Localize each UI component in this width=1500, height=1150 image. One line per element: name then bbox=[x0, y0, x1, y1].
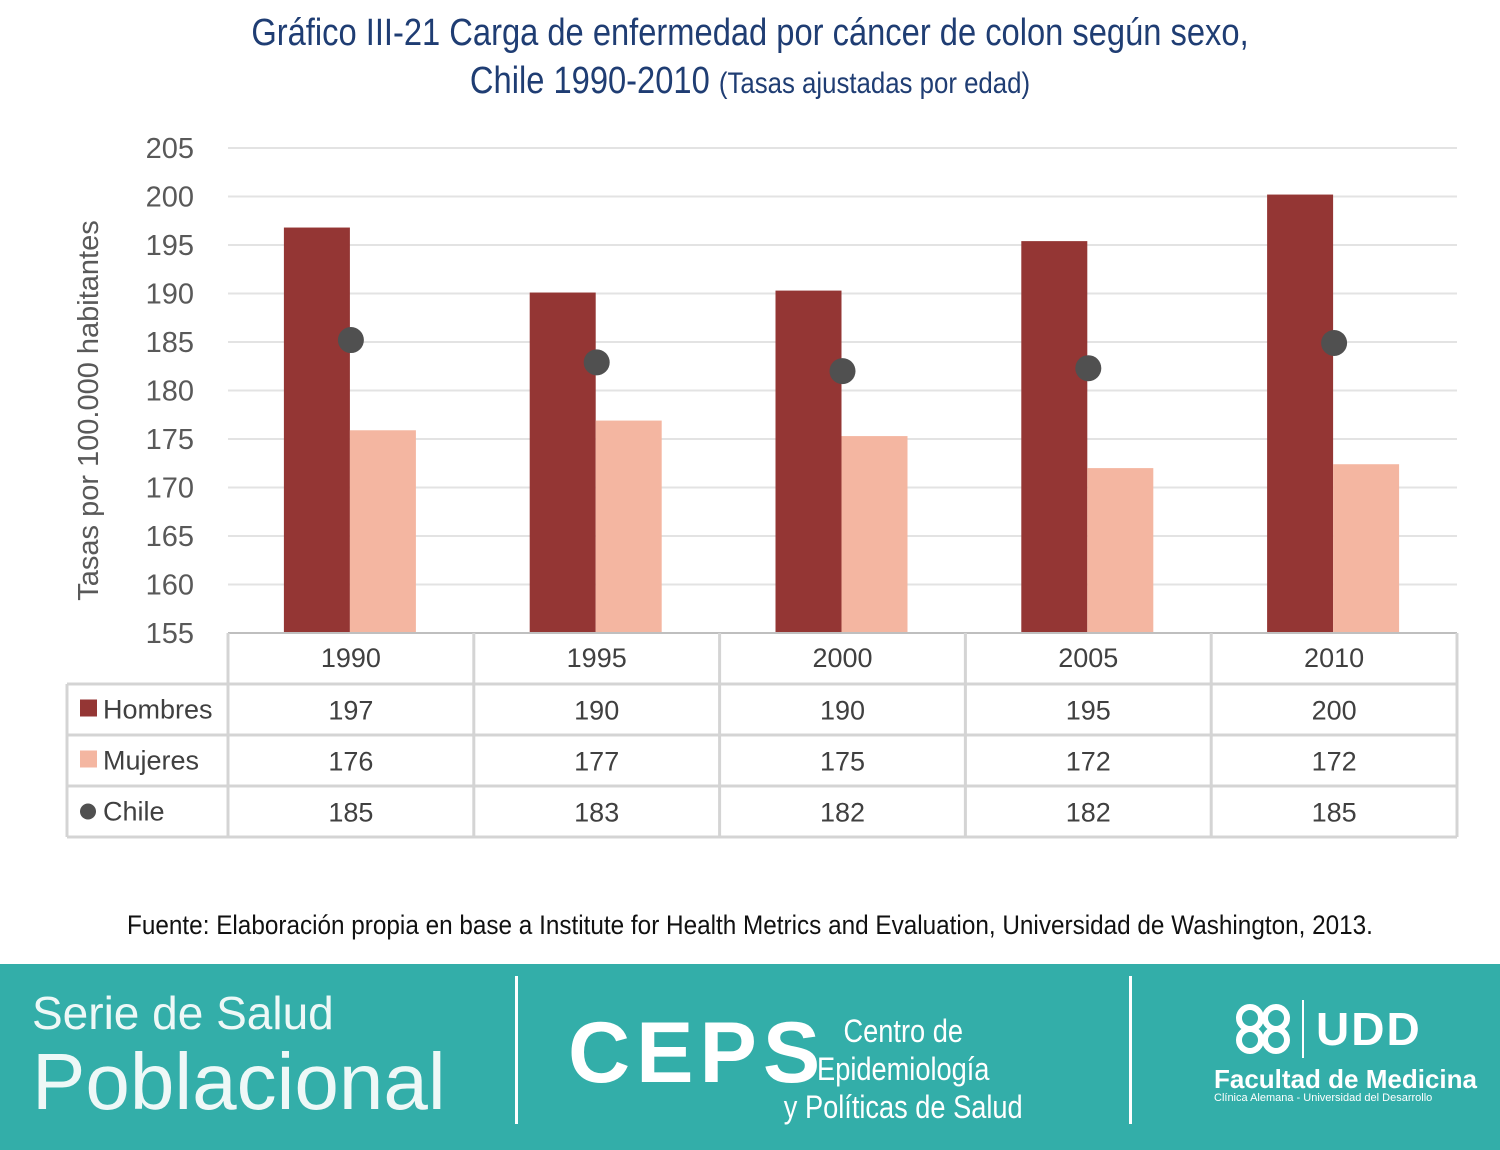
legend-swatch-chile bbox=[80, 803, 96, 820]
legend-swatch-hombres bbox=[80, 699, 97, 717]
chart: 155 160 165 170 175 180 185 190 195 200 205 Tasas p… bbox=[65, 133, 1459, 839]
marker-chile bbox=[829, 358, 856, 385]
chart-title-line1: Gráfico III-21 Carga de enfermedad por c… bbox=[251, 12, 1249, 54]
x-category-label: 2005 bbox=[1058, 643, 1118, 673]
legend-swatch-mujeres bbox=[80, 750, 97, 768]
data-label: 182 bbox=[1066, 798, 1111, 828]
data-label: 200 bbox=[1312, 696, 1357, 726]
y-tick-label: 160 bbox=[146, 570, 194, 602]
footer-divider bbox=[515, 976, 518, 1124]
x-category-label: 1990 bbox=[321, 643, 381, 673]
udd-logo: UDD bbox=[1316, 1003, 1422, 1055]
serie-title-line2: Poblacional bbox=[32, 1037, 446, 1126]
y-tick-label: 180 bbox=[146, 376, 194, 408]
data-label: 185 bbox=[328, 798, 373, 828]
bar-mujeres bbox=[1333, 464, 1400, 633]
marker-chile bbox=[1321, 329, 1348, 356]
ceps-logo: CEPS bbox=[568, 1005, 827, 1101]
data-label: 197 bbox=[328, 696, 373, 726]
data-label: 177 bbox=[574, 747, 619, 777]
udd-emblem-icon bbox=[1236, 1004, 1290, 1054]
data-label: 175 bbox=[820, 747, 865, 777]
y-axis-label: Tasas por 100.000 habitantes bbox=[73, 220, 105, 601]
data-label: 183 bbox=[574, 798, 619, 828]
faculty-name: Facultad de Medicina bbox=[1214, 1064, 1477, 1094]
chart-title-line2: Chile 1990-2010 (Tasas ajustadas por eda… bbox=[105, 60, 1395, 103]
data-label: 182 bbox=[820, 798, 865, 828]
logo-divider bbox=[1302, 1000, 1304, 1058]
x-category-label: 2010 bbox=[1304, 643, 1364, 673]
bar-hombres bbox=[1021, 241, 1088, 633]
y-tick-label: 200 bbox=[146, 182, 194, 214]
bar-hombres bbox=[1267, 194, 1334, 633]
marker-chile bbox=[1075, 355, 1102, 382]
chart-title-main: Chile 1990-2010 bbox=[469, 60, 710, 102]
ceps-subtitle-line1: Centro de Epidemiología bbox=[817, 1013, 990, 1087]
data-label: 190 bbox=[574, 696, 619, 726]
serie-title-line1: Serie de Salud bbox=[32, 987, 334, 1039]
bar-mujeres bbox=[1087, 468, 1154, 633]
faculty-subtitle: Clínica Alemana - Universidad del Desarr… bbox=[1214, 1092, 1433, 1104]
bar-mujeres bbox=[841, 436, 908, 633]
legend-label-hombres: Hombres bbox=[103, 695, 213, 725]
x-category-label: 2000 bbox=[812, 643, 872, 673]
marker-chile bbox=[337, 327, 364, 354]
bar-hombres bbox=[775, 290, 842, 633]
y-tick-label: 195 bbox=[146, 230, 194, 262]
footer-banner: Serie de Salud Poblacional CEPS Centro d… bbox=[0, 964, 1500, 1150]
bar-mujeres bbox=[349, 430, 416, 633]
data-label: 172 bbox=[1312, 747, 1357, 777]
ceps-subtitle-line2: y Políticas de Salud bbox=[783, 1089, 1023, 1125]
data-label: 190 bbox=[820, 696, 865, 726]
source-note: Fuente: Elaboración propia en base a Ins… bbox=[127, 910, 1373, 940]
bar-hombres bbox=[529, 292, 596, 633]
y-tick-label: 185 bbox=[146, 327, 194, 359]
data-label: 195 bbox=[1066, 696, 1111, 726]
y-tick-label: 190 bbox=[146, 279, 194, 311]
bar-hombres bbox=[283, 227, 350, 634]
data-label: 185 bbox=[1312, 798, 1357, 828]
legend-label-mujeres: Mujeres bbox=[103, 746, 199, 776]
data-label: 176 bbox=[328, 747, 373, 777]
data-label: 172 bbox=[1066, 747, 1111, 777]
ceps-subtitle: Centro de Epidemiología y Políticas de S… bbox=[780, 1012, 1027, 1126]
y-tick-label: 155 bbox=[146, 618, 194, 650]
y-tick-label: 175 bbox=[146, 424, 194, 456]
x-category-label: 1995 bbox=[567, 643, 627, 673]
y-tick-label: 170 bbox=[146, 473, 194, 505]
y-tick-label: 205 bbox=[146, 133, 194, 165]
footer-divider bbox=[1129, 976, 1132, 1124]
marker-chile bbox=[583, 349, 610, 376]
bar-mujeres bbox=[595, 420, 662, 633]
legend-label-chile: Chile bbox=[103, 797, 165, 827]
chart-title-subtitle: (Tasas ajustadas por edad) bbox=[718, 67, 1031, 100]
y-tick-label: 165 bbox=[146, 521, 194, 553]
